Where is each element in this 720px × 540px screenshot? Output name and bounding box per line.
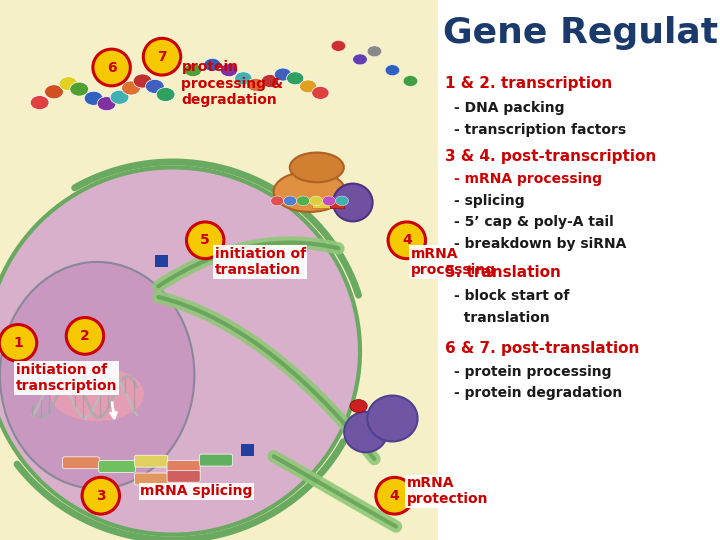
FancyBboxPatch shape — [63, 457, 99, 469]
Ellipse shape — [367, 395, 418, 442]
Circle shape — [156, 87, 175, 102]
Text: 5. translation: 5. translation — [445, 265, 561, 280]
FancyBboxPatch shape — [438, 0, 720, 540]
FancyBboxPatch shape — [199, 454, 233, 466]
Circle shape — [287, 72, 304, 85]
Circle shape — [297, 196, 310, 206]
Ellipse shape — [344, 411, 387, 453]
Circle shape — [367, 46, 382, 57]
Ellipse shape — [274, 172, 346, 212]
Circle shape — [323, 196, 336, 206]
FancyBboxPatch shape — [330, 199, 344, 208]
Circle shape — [235, 72, 252, 85]
Text: - mRNA processing: - mRNA processing — [454, 172, 602, 186]
Text: 4: 4 — [390, 489, 400, 503]
Ellipse shape — [333, 184, 373, 221]
Circle shape — [271, 196, 284, 206]
Text: 2: 2 — [80, 329, 90, 343]
Text: initiation of
transcription: initiation of transcription — [16, 363, 117, 393]
Circle shape — [353, 54, 367, 65]
FancyBboxPatch shape — [135, 473, 168, 485]
Circle shape — [145, 79, 164, 93]
Circle shape — [30, 96, 49, 110]
Ellipse shape — [289, 152, 344, 183]
Text: 7: 7 — [157, 50, 167, 64]
FancyBboxPatch shape — [135, 455, 168, 467]
Text: - transcription factors: - transcription factors — [454, 123, 626, 137]
Ellipse shape — [66, 318, 104, 354]
Circle shape — [97, 97, 116, 111]
Ellipse shape — [143, 38, 181, 75]
Text: Gene Regulation: Gene Regulation — [443, 16, 720, 50]
Circle shape — [284, 196, 297, 206]
Text: - splicing: - splicing — [454, 194, 524, 208]
FancyBboxPatch shape — [155, 255, 168, 267]
Text: 4: 4 — [402, 233, 412, 247]
Circle shape — [336, 196, 348, 206]
Text: mRNA splicing: mRNA splicing — [140, 484, 253, 498]
FancyBboxPatch shape — [99, 461, 135, 472]
Circle shape — [110, 90, 129, 104]
Text: mRNA
processing: mRNA processing — [410, 247, 495, 277]
FancyBboxPatch shape — [167, 470, 200, 482]
Text: - DNA packing: - DNA packing — [454, 101, 564, 115]
Circle shape — [45, 85, 63, 99]
Text: 5: 5 — [200, 233, 210, 247]
Circle shape — [403, 76, 418, 86]
Ellipse shape — [186, 222, 224, 259]
Text: - protein processing: - protein processing — [454, 364, 611, 379]
Text: protein
processing &
degradation: protein processing & degradation — [181, 60, 284, 107]
Circle shape — [310, 196, 323, 206]
Ellipse shape — [388, 222, 426, 259]
Circle shape — [247, 78, 264, 91]
Text: - 5’ cap & poly-A tail: - 5’ cap & poly-A tail — [454, 215, 613, 230]
Circle shape — [350, 400, 367, 413]
Circle shape — [84, 91, 103, 105]
Circle shape — [220, 64, 238, 77]
Circle shape — [204, 58, 221, 71]
Ellipse shape — [376, 477, 413, 514]
Circle shape — [122, 81, 140, 95]
Circle shape — [261, 75, 279, 87]
Text: - breakdown by siRNA: - breakdown by siRNA — [454, 237, 626, 251]
Circle shape — [184, 64, 202, 77]
Text: - block start of: - block start of — [454, 289, 569, 303]
Text: 6 & 7. post-translation: 6 & 7. post-translation — [445, 341, 639, 356]
FancyBboxPatch shape — [241, 444, 254, 456]
Circle shape — [331, 40, 346, 51]
Circle shape — [385, 65, 400, 76]
Ellipse shape — [50, 367, 144, 421]
Circle shape — [312, 86, 329, 99]
Ellipse shape — [82, 477, 120, 514]
FancyBboxPatch shape — [167, 461, 200, 472]
Circle shape — [300, 80, 317, 93]
Ellipse shape — [93, 49, 130, 86]
Circle shape — [70, 82, 89, 96]
Text: mRNA
protection: mRNA protection — [407, 476, 488, 507]
FancyBboxPatch shape — [312, 199, 330, 208]
Text: - protein degradation: - protein degradation — [454, 386, 622, 400]
Text: 1: 1 — [13, 336, 23, 350]
Ellipse shape — [0, 325, 37, 361]
Text: translation: translation — [454, 310, 549, 325]
Text: 1 & 2. transcription: 1 & 2. transcription — [445, 76, 612, 91]
Ellipse shape — [0, 262, 194, 489]
Circle shape — [133, 74, 152, 88]
Ellipse shape — [0, 167, 360, 535]
Text: 3 & 4. post-transcription: 3 & 4. post-transcription — [445, 149, 656, 164]
Circle shape — [274, 68, 292, 81]
Text: initiation of
translation: initiation of translation — [215, 247, 306, 277]
Text: 6: 6 — [107, 60, 117, 75]
Text: 3: 3 — [96, 489, 106, 503]
FancyBboxPatch shape — [0, 0, 438, 540]
Circle shape — [59, 77, 78, 91]
